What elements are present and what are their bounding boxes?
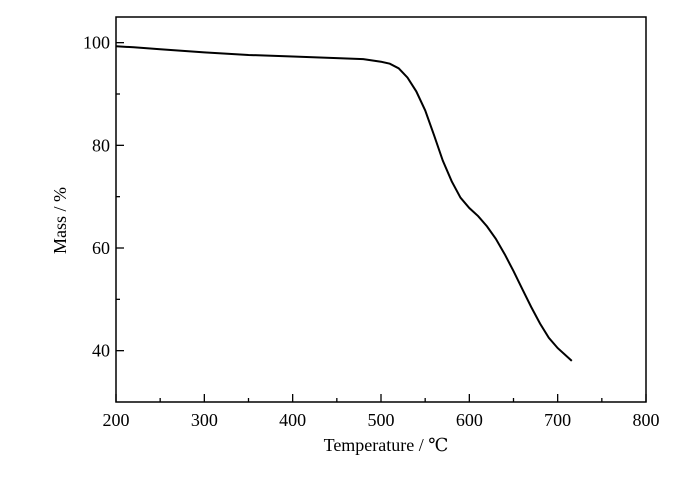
x-tick-label: 500 (368, 410, 395, 430)
x-tick-label: 300 (191, 410, 218, 430)
y-tick-label: 60 (92, 238, 110, 258)
y-tick-label: 80 (92, 135, 110, 155)
y-axis-label: Mass / % (50, 187, 70, 254)
axis-ticks (115, 42, 647, 402)
y-tick-label: 100 (83, 33, 110, 53)
plot-frame (115, 16, 647, 403)
x-tick-label: 400 (279, 410, 306, 430)
tick-labels: 200 300 400 500 600 700 800 40 60 80 100 (83, 33, 660, 430)
mass-curve (115, 45, 573, 362)
x-tick-label: 200 (103, 410, 130, 430)
x-tick-label: 800 (633, 410, 660, 430)
x-tick-label: 600 (456, 410, 483, 430)
y-tick-label: 40 (92, 341, 110, 361)
x-tick-label: 700 (544, 410, 571, 430)
x-axis-label: Temperature / ℃ (324, 435, 449, 455)
